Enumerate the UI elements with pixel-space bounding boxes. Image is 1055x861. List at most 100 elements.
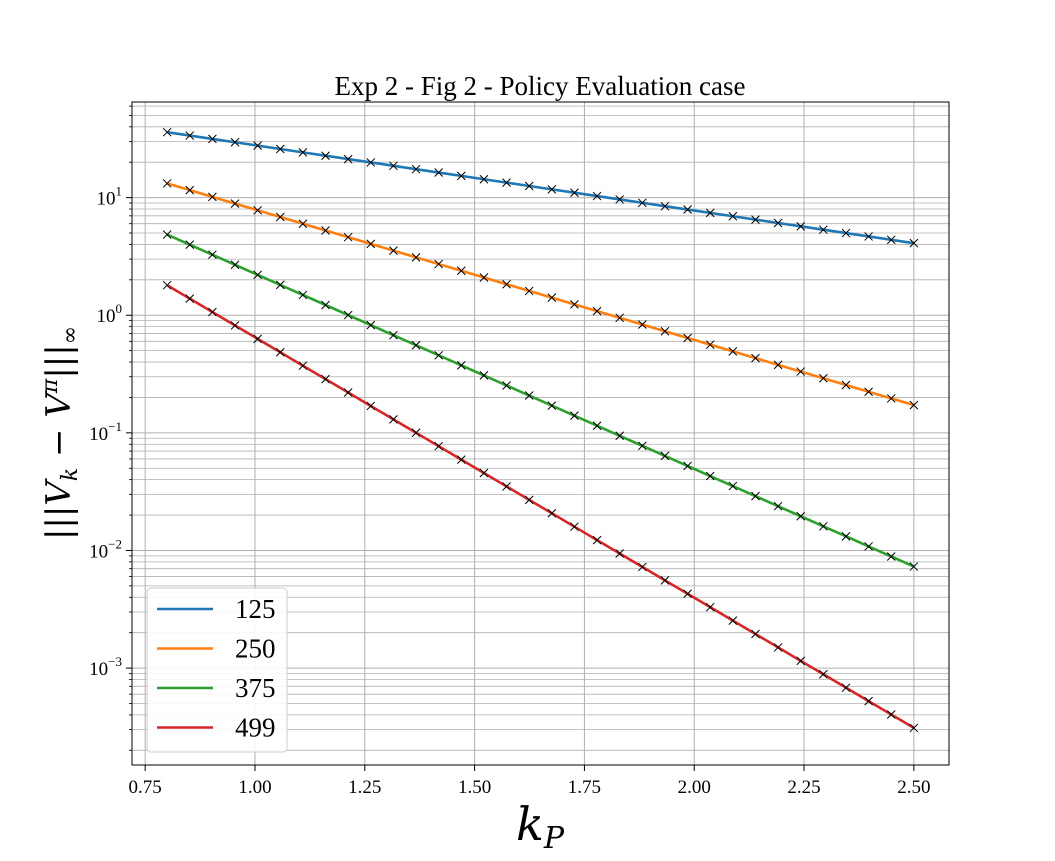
data-point-marker bbox=[434, 441, 444, 451]
data-point-marker bbox=[185, 294, 195, 303]
data-point-marker bbox=[705, 340, 715, 350]
data-point-marker bbox=[886, 552, 896, 561]
data-point-marker bbox=[275, 347, 285, 357]
data-point-marker bbox=[389, 415, 398, 424]
legend-label-250: 250 bbox=[235, 634, 276, 664]
data-point-marker bbox=[773, 501, 783, 511]
data-point-marker bbox=[615, 195, 625, 204]
x-tick-label: 1.25 bbox=[348, 777, 381, 798]
data-point-marker bbox=[366, 158, 376, 167]
x-axis: 0.75 1.00 1.25 1.50 1.75 2.00 2.25 2.50 bbox=[129, 765, 930, 798]
data-point-marker bbox=[456, 266, 466, 276]
y-tick-label: 100 bbox=[97, 301, 123, 327]
data-point-marker bbox=[773, 218, 783, 228]
data-point-marker bbox=[864, 387, 873, 397]
data-point-marker bbox=[660, 451, 670, 461]
data-point-marker bbox=[683, 589, 692, 599]
legend: 125 250 375 499 bbox=[146, 587, 288, 753]
data-point-marker bbox=[570, 188, 579, 198]
x-tick-label: 2.50 bbox=[897, 777, 930, 798]
data-point-marker bbox=[841, 532, 851, 541]
data-point-marker bbox=[751, 491, 760, 501]
data-point-marker bbox=[796, 221, 806, 231]
data-point-marker bbox=[660, 575, 670, 585]
data-point-marker bbox=[389, 161, 398, 171]
data-point-marker bbox=[818, 521, 828, 531]
data-point-marker bbox=[705, 208, 715, 218]
data-point-marker bbox=[502, 279, 511, 289]
data-point-marker bbox=[592, 306, 602, 316]
series-line-250 bbox=[166, 182, 915, 407]
series-250 bbox=[162, 179, 919, 410]
x-tick-label: 1.50 bbox=[458, 777, 491, 798]
data-point-marker bbox=[683, 333, 692, 343]
data-point-marker bbox=[524, 286, 534, 296]
series-line-499 bbox=[166, 284, 915, 730]
data-point-marker bbox=[230, 260, 240, 270]
data-point-marker bbox=[253, 141, 263, 150]
data-point-marker bbox=[208, 250, 217, 260]
data-point-marker bbox=[728, 616, 738, 625]
data-point-marker bbox=[434, 350, 444, 360]
data-point-marker bbox=[321, 151, 330, 161]
y-tick-label: 101 bbox=[97, 184, 123, 210]
data-point-marker bbox=[728, 211, 738, 221]
data-point-marker bbox=[570, 300, 579, 309]
data-point-marker bbox=[162, 127, 172, 137]
series-line-375 bbox=[166, 233, 915, 568]
data-point-marker bbox=[841, 683, 851, 693]
series-375 bbox=[162, 230, 919, 571]
data-point-marker bbox=[751, 215, 760, 224]
data-point-marker bbox=[343, 232, 353, 242]
data-point-marker bbox=[773, 360, 783, 370]
data-point-marker bbox=[886, 710, 896, 719]
data-point-marker bbox=[660, 201, 670, 211]
data-point-marker bbox=[886, 235, 896, 245]
data-point-marker bbox=[751, 353, 760, 363]
data-point-marker bbox=[343, 154, 353, 164]
data-point-marker bbox=[502, 178, 511, 187]
x-tick-label: 0.75 bbox=[129, 777, 162, 798]
data-point-marker bbox=[275, 280, 285, 290]
data-point-marker bbox=[253, 334, 263, 344]
data-point-marker bbox=[366, 320, 376, 330]
data-point-marker bbox=[796, 511, 806, 521]
y-axis-label: |||Vk − Vπ|||∞ bbox=[38, 326, 83, 540]
data-point-marker bbox=[366, 401, 376, 411]
data-point-marker bbox=[705, 471, 715, 481]
series-line-125 bbox=[166, 130, 915, 245]
data-point-marker bbox=[886, 394, 896, 403]
data-point-marker bbox=[864, 696, 873, 706]
data-point-marker bbox=[864, 542, 873, 551]
data-point-marker bbox=[411, 252, 421, 262]
chart-title: Exp 2 - Fig 2 - Policy Evaluation case bbox=[335, 71, 746, 101]
data-point-marker bbox=[389, 330, 398, 340]
plot-frame bbox=[131, 101, 950, 766]
data-point-marker bbox=[818, 373, 828, 383]
data-point-marker bbox=[298, 148, 308, 157]
data-point-marker bbox=[660, 326, 670, 336]
data-point-marker bbox=[909, 238, 919, 248]
data-point-marker bbox=[637, 198, 647, 208]
data-point-marker bbox=[230, 321, 240, 330]
data-point-marker bbox=[275, 212, 285, 222]
data-point-marker bbox=[547, 508, 557, 518]
y-tick-label: 10−2 bbox=[89, 536, 122, 562]
data-point-marker bbox=[864, 232, 873, 241]
data-point-marker bbox=[479, 273, 489, 282]
data-point-marker bbox=[502, 381, 511, 390]
data-point-marker bbox=[773, 643, 783, 652]
data-point-marker bbox=[162, 179, 172, 188]
data-point-marker bbox=[434, 168, 444, 177]
data-point-marker bbox=[298, 219, 308, 229]
data-point-marker bbox=[321, 374, 330, 384]
data-point-marker bbox=[253, 270, 263, 280]
data-point-marker bbox=[751, 629, 760, 639]
legend-label-125: 125 bbox=[235, 594, 276, 624]
data-point-marker bbox=[818, 669, 828, 679]
data-point-marker bbox=[524, 181, 534, 191]
data-point-marker bbox=[524, 495, 534, 505]
data-point-marker bbox=[230, 137, 240, 147]
data-point-marker bbox=[456, 171, 466, 181]
